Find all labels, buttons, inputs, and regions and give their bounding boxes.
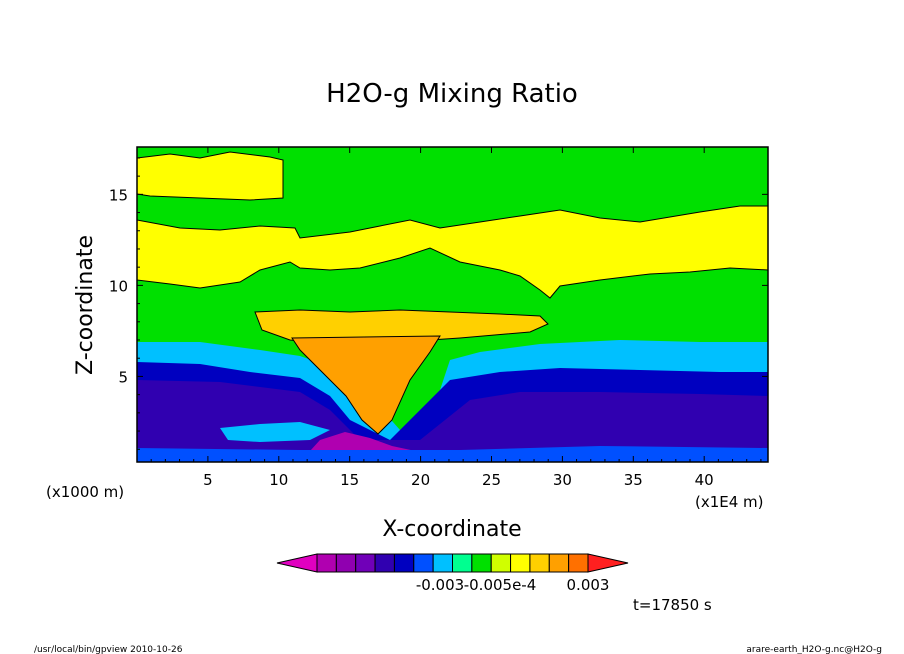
x-tick-label-0: 5 <box>203 471 213 489</box>
colorbar-arrow-left <box>276 553 318 573</box>
contour-band-mid-yellow <box>137 205 768 299</box>
colorbar-swatch-11 <box>529 553 550 573</box>
colorbar-swatch-2 <box>355 553 376 573</box>
colorbar-swatch-6 <box>432 553 453 573</box>
x-tick-label-6: 35 <box>624 471 643 489</box>
y-tick-label-1: 10 <box>109 277 128 295</box>
contour-band-lower-cyan <box>220 422 330 442</box>
x-tick-label-2: 15 <box>340 471 359 489</box>
y-tick-label-2: 15 <box>109 186 128 204</box>
x-tick-label-7: 40 <box>695 471 714 489</box>
y-tick-label-0: 5 <box>118 368 128 386</box>
colorbar-swatch-8 <box>471 553 492 573</box>
colorbar-swatch-9 <box>490 553 512 573</box>
x-axis-unit-label-right: (x1E4 m) <box>695 493 764 511</box>
colorbar-arrow-right <box>587 553 629 573</box>
contour-band-surface <box>137 446 768 462</box>
contour-band-core-orange <box>291 335 441 435</box>
contour-band-upper-yellow <box>137 151 284 201</box>
colorbar-swatch-10 <box>510 553 531 573</box>
colorbar-swatch-5 <box>413 553 434 573</box>
colorbar-swatch-7 <box>452 553 473 573</box>
contour-field <box>137 147 768 462</box>
x-tick-label-4: 25 <box>482 471 501 489</box>
colorbar <box>276 553 629 573</box>
colorbar-swatch-3 <box>374 553 395 573</box>
y-axis-label: Z-coordinate <box>73 235 98 375</box>
plot-frame <box>136 146 769 463</box>
x-tick-label-3: 20 <box>411 471 430 489</box>
x-tick-label-1: 10 <box>269 471 288 489</box>
x-axis-label: X-coordinate <box>382 517 521 542</box>
colorbar-swatch-12 <box>548 553 570 573</box>
colorbar-label-1: -0.005e-4 <box>464 576 537 594</box>
time-label: t=17850 s <box>633 596 712 614</box>
colorbar-label-0: -0.003 <box>416 576 464 594</box>
chart-title: H2O-g Mixing Ratio <box>326 79 578 109</box>
y-axis-ticks: 5 10 15 <box>109 157 768 450</box>
x-axis-ticks: 5 10 15 20 25 30 35 40 <box>150 147 762 489</box>
x-tick-label-5: 30 <box>553 471 572 489</box>
colorbar-swatch-4 <box>393 553 415 573</box>
colorbar-labels: -0.003 -0.005e-4 0.003 <box>416 576 610 594</box>
x-axis-unit-label: (x1000 m) <box>46 483 124 501</box>
colorbar-swatch-13 <box>568 553 589 573</box>
colorbar-swatch-1 <box>335 553 357 573</box>
colorbar-label-2: 0.003 <box>567 576 610 594</box>
contour-band-indigo-layer <box>137 380 768 462</box>
footer-left-label: /usr/local/bin/gpview 2010-10-26 <box>34 645 183 654</box>
colorbar-swatch-0 <box>316 553 337 573</box>
footer-right-label: arare-earth_H2O-g.nc@H2O-g <box>746 645 882 654</box>
